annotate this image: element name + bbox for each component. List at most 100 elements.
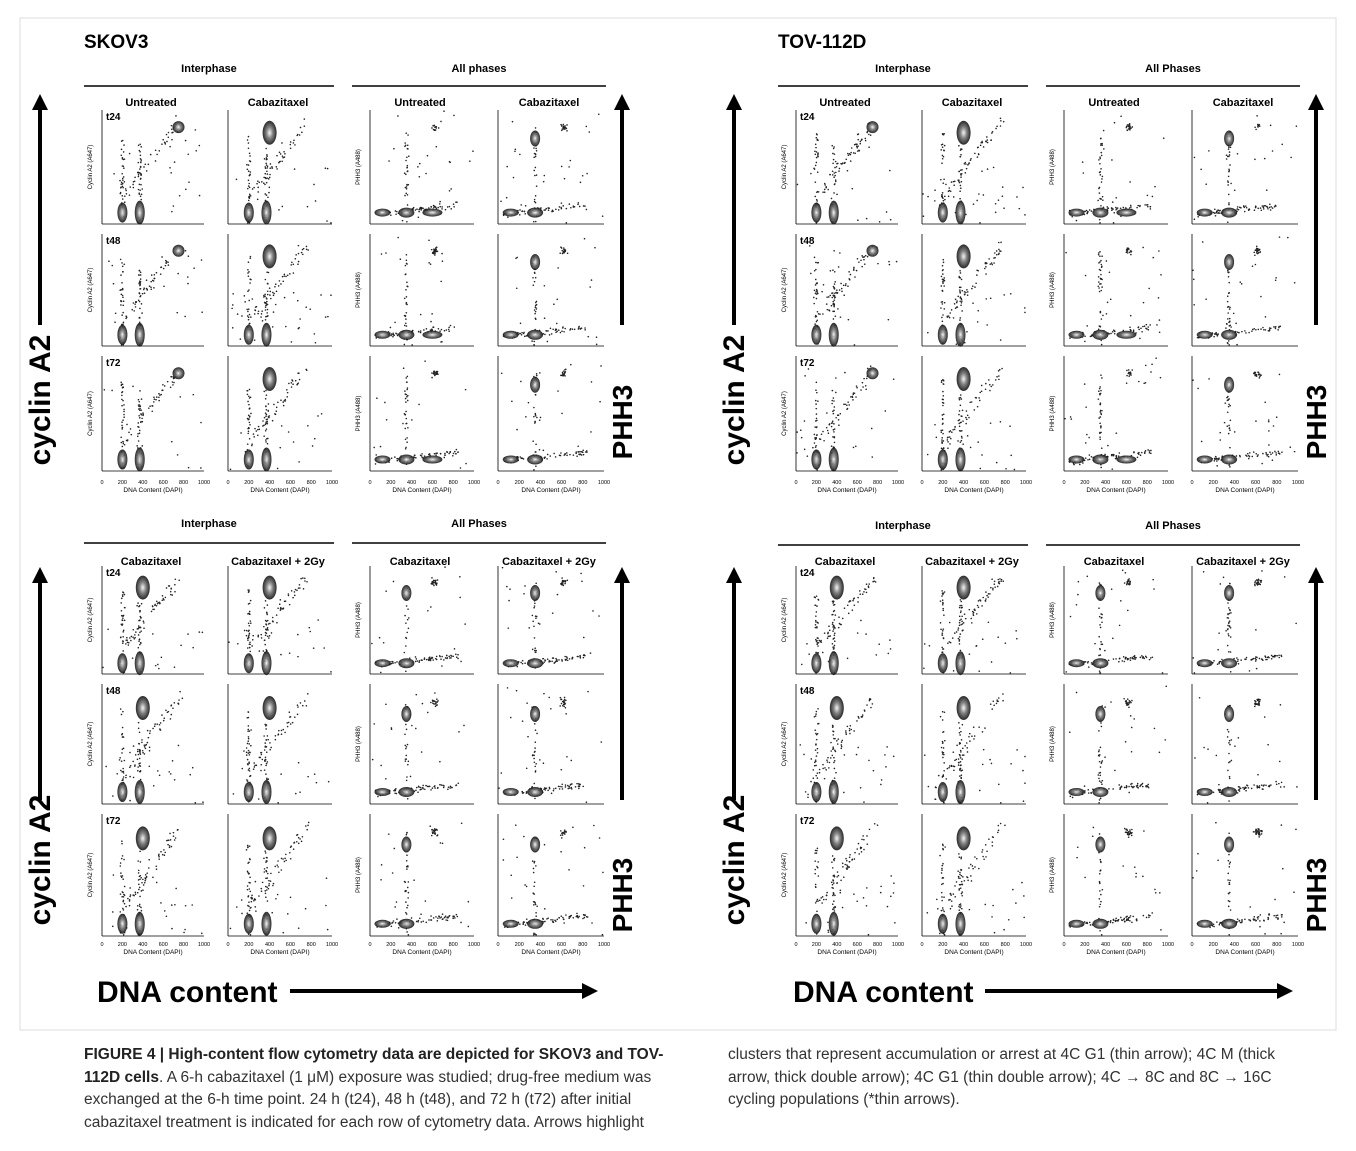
event-dot xyxy=(250,907,252,909)
event-dot xyxy=(1228,176,1230,178)
event-dot xyxy=(516,429,518,431)
event-dot xyxy=(248,769,250,771)
event-dot xyxy=(175,578,177,580)
event-dot xyxy=(405,132,407,134)
event-dot xyxy=(1145,328,1147,330)
event-dot xyxy=(543,450,545,452)
event-dot xyxy=(579,454,581,456)
event-dot xyxy=(289,716,291,718)
event-dot xyxy=(133,777,135,779)
event-dot xyxy=(188,181,190,183)
event-dot xyxy=(275,410,277,412)
event-dot xyxy=(437,917,439,919)
event-dot xyxy=(248,882,250,884)
event-dot xyxy=(262,882,264,884)
event-dot xyxy=(265,439,267,441)
event-dot xyxy=(388,160,390,162)
event-dot xyxy=(1130,329,1132,331)
event-dot xyxy=(950,190,952,192)
event-dot xyxy=(170,718,172,720)
event-dot xyxy=(434,833,436,835)
event-dot xyxy=(1219,439,1221,441)
event-dot xyxy=(1254,254,1256,256)
event-dot xyxy=(257,635,259,637)
event-dot xyxy=(1276,416,1278,418)
event-dot xyxy=(266,871,268,873)
event-dot xyxy=(428,659,430,661)
event-dot xyxy=(124,903,126,905)
event-dot xyxy=(122,312,124,314)
event-dot xyxy=(276,406,278,408)
density-cluster xyxy=(422,209,442,217)
event-dot xyxy=(149,747,151,749)
event-dot xyxy=(557,267,559,269)
event-dot xyxy=(385,252,387,254)
event-dot xyxy=(1226,154,1228,156)
event-dot xyxy=(277,802,279,804)
event-dot xyxy=(995,212,997,214)
event-dot xyxy=(280,283,282,285)
event-dot xyxy=(138,192,140,194)
event-dot xyxy=(860,259,862,261)
event-dot xyxy=(1227,180,1229,182)
event-dot xyxy=(135,754,137,756)
event-dot xyxy=(810,273,812,275)
event-dot xyxy=(153,278,155,280)
event-dot xyxy=(815,408,817,410)
event-dot xyxy=(961,290,963,292)
event-dot xyxy=(536,373,538,375)
event-dot xyxy=(112,795,114,797)
event-dot xyxy=(975,282,977,284)
event-dot xyxy=(879,221,881,223)
density-cluster xyxy=(117,203,127,223)
event-dot xyxy=(535,127,537,129)
event-dot xyxy=(816,134,818,136)
x-tick-label: 400 xyxy=(1101,480,1110,486)
event-dot xyxy=(138,872,140,874)
event-dot xyxy=(126,424,128,426)
event-dot xyxy=(246,752,248,754)
event-dot xyxy=(177,454,179,456)
event-dot xyxy=(1215,457,1217,459)
event-dot xyxy=(173,382,175,384)
event-dot xyxy=(941,317,943,319)
event-dot xyxy=(435,249,437,251)
event-dot xyxy=(263,424,265,426)
event-dot xyxy=(996,250,998,252)
event-dot xyxy=(447,916,449,918)
event-dot xyxy=(432,125,434,127)
event-dot xyxy=(258,895,260,897)
event-dot xyxy=(419,789,421,791)
event-dot xyxy=(266,611,268,613)
event-dot xyxy=(848,271,850,273)
event-dot xyxy=(1101,143,1103,145)
event-dot xyxy=(142,412,144,414)
event-dot xyxy=(139,390,141,392)
event-dot xyxy=(1289,446,1291,448)
event-dot xyxy=(269,177,271,179)
event-dot xyxy=(251,895,253,897)
event-dot xyxy=(396,458,398,460)
event-dot xyxy=(848,154,850,156)
event-dot xyxy=(295,589,297,591)
event-dot xyxy=(813,167,815,169)
event-dot xyxy=(1103,148,1105,150)
event-dot xyxy=(815,165,817,167)
event-dot xyxy=(247,846,249,848)
event-dot xyxy=(968,163,970,165)
event-dot xyxy=(394,456,396,458)
event-dot xyxy=(120,708,122,710)
event-dot xyxy=(809,245,811,247)
event-dot xyxy=(889,264,891,266)
density-cluster xyxy=(422,331,442,339)
event-dot xyxy=(406,907,408,909)
event-dot xyxy=(534,175,536,177)
event-dot xyxy=(405,755,407,757)
event-dot xyxy=(431,249,433,251)
event-dot xyxy=(248,738,250,740)
event-dot xyxy=(418,786,420,788)
event-dot xyxy=(121,421,123,423)
event-dot xyxy=(990,422,992,424)
event-dot xyxy=(163,268,165,270)
event-dot xyxy=(446,329,448,331)
